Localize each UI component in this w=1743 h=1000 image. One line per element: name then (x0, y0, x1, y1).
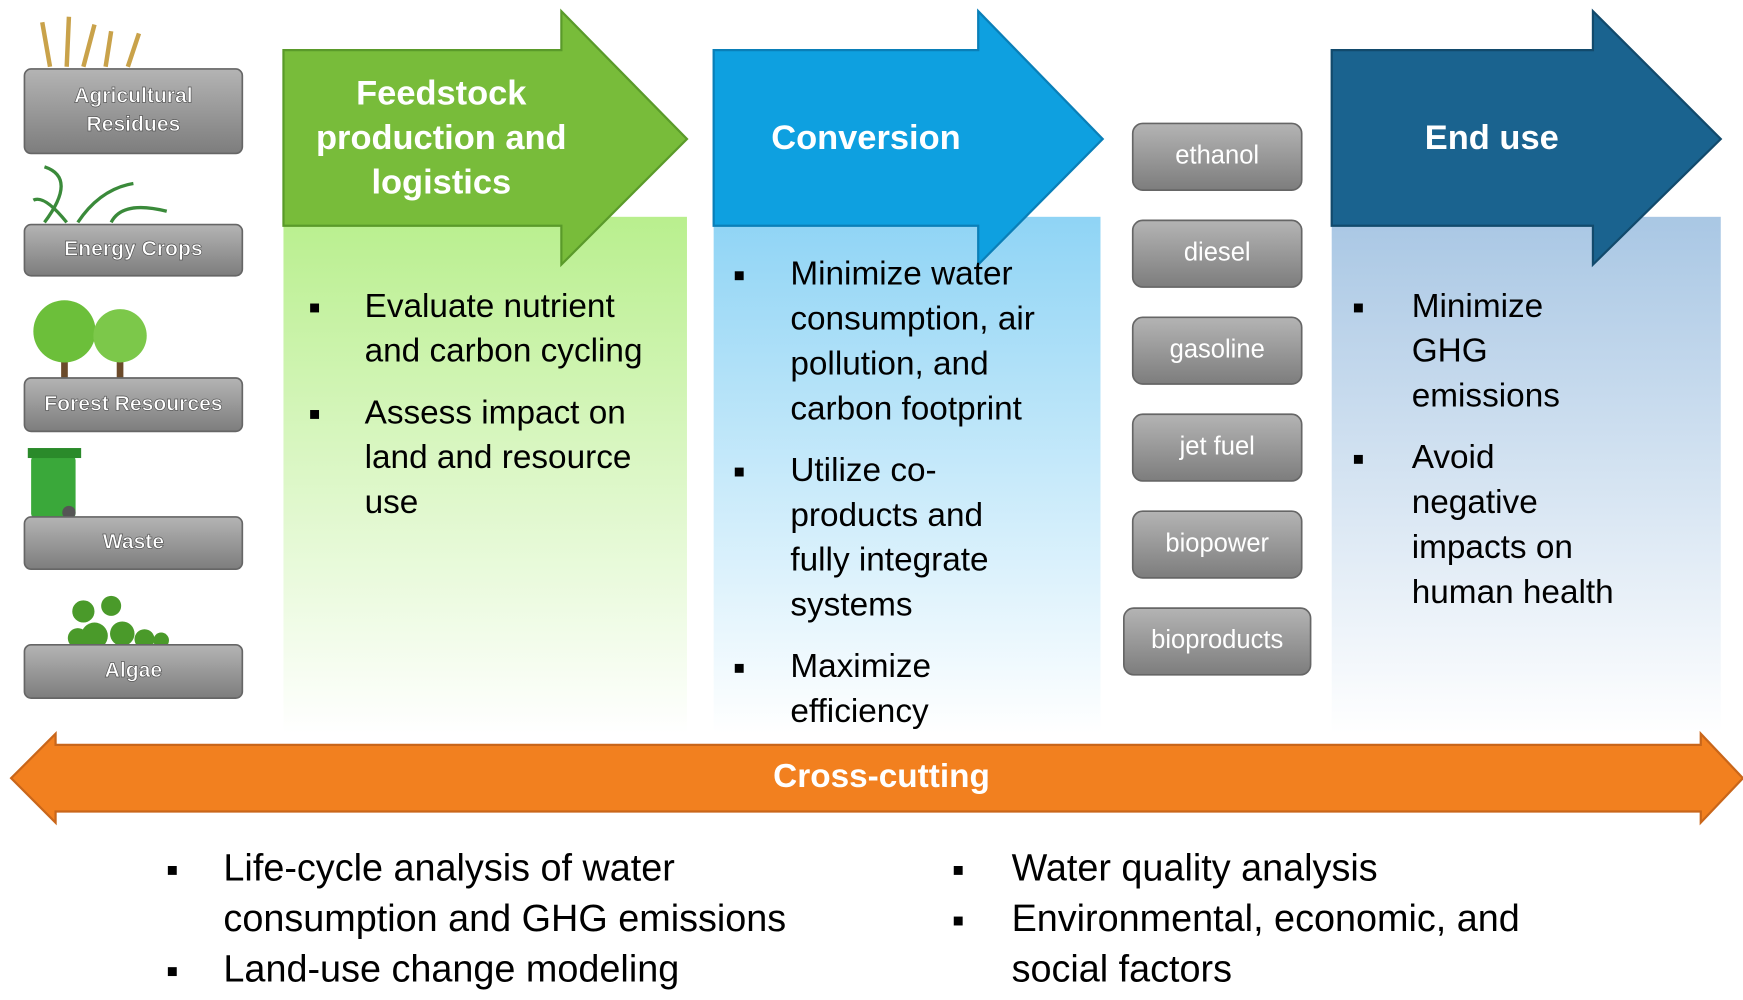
stage-bullet: Avoid (1412, 439, 1495, 476)
stage-title: logistics (371, 164, 511, 202)
bullet-marker (954, 866, 963, 875)
feedstock-label: Residues (86, 113, 180, 136)
feedstock-label: Algae (105, 659, 163, 682)
feedstock-label: Agricultural (74, 84, 192, 107)
icon-grass (33, 167, 166, 223)
crosscutting-bullet: Environmental, economic, and (1012, 898, 1520, 940)
crosscutting-bullet: Life-cycle analysis of water (223, 847, 674, 889)
stage-bullet: and carbon cycling (365, 333, 643, 370)
page: Agricultural Residues Energy Crops Forest R… (0, 0, 1743, 995)
crosscutting-title: Cross-cutting (773, 758, 990, 795)
stage-title: Conversion (771, 119, 960, 157)
bullet-marker (168, 866, 177, 875)
bullet-marker (310, 304, 319, 313)
stage-bullet: emissions (1412, 378, 1560, 415)
feedstock-label: Energy Crops (64, 238, 202, 261)
product-label: diesel (1184, 238, 1251, 266)
bullet-marker (168, 967, 177, 976)
bullet-marker (735, 271, 744, 280)
stage-bullet: GHG (1412, 333, 1488, 370)
icon-trees (33, 300, 146, 378)
stage-bullet: Minimize (1412, 288, 1543, 325)
bullet-marker (1354, 304, 1363, 313)
bullet-marker (310, 410, 319, 419)
stage-bullet: human health (1412, 574, 1614, 611)
stage-bullet: use (365, 484, 419, 521)
icon-bin (28, 448, 81, 519)
stage-bullet: land and resource (365, 439, 632, 476)
bullet-marker (1354, 455, 1363, 464)
stage-bullet: efficiency (790, 693, 929, 730)
feedstock-box (24, 69, 242, 153)
bullet-marker (735, 664, 744, 673)
stage-bullet: negative (1412, 484, 1538, 521)
bullet-marker (735, 468, 744, 477)
icon-residues (42, 17, 139, 67)
stage-bullet: products and (790, 497, 983, 534)
stage-title: Feedstock (356, 75, 527, 113)
product-label: biopower (1165, 529, 1269, 557)
stage-bullet: Utilize co- (790, 452, 936, 489)
stage-bullet: Evaluate nutrient (365, 288, 616, 325)
stage-bullet: Maximize (790, 648, 931, 685)
crosscutting-bullet: consumption and GHG emissions (223, 898, 786, 940)
stage-bullet: fully integrate (790, 542, 988, 579)
crosscutting-bullet: Water quality analysis (1012, 847, 1378, 889)
stage-bullet: consumption, air (790, 300, 1035, 337)
diagram: Agricultural Residues Energy Crops Forest R… (0, 0, 1743, 995)
feedstock-label: Forest Resources (44, 392, 222, 415)
product-label: gasoline (1170, 335, 1265, 363)
bullet-marker (954, 917, 963, 926)
stage-bullet: carbon footprint (790, 390, 1022, 427)
stage-bullet: pollution, and (790, 345, 988, 382)
stage-bullet: impacts on (1412, 529, 1573, 566)
stage-bullet: Minimize water (790, 256, 1012, 293)
product-label: bioproducts (1151, 626, 1283, 654)
product-label: jet fuel (1179, 432, 1255, 460)
stage-bullet: Assess impact on (365, 394, 626, 431)
product-label: ethanol (1175, 142, 1259, 170)
stage-bullet: systems (790, 587, 912, 624)
stage-title: production and (316, 119, 567, 157)
crosscutting-bullet: Land-use change modeling (223, 949, 679, 991)
feedstock-label: Waste (103, 531, 165, 554)
icon-algae (68, 596, 169, 649)
crosscutting-bullet: social factors (1012, 949, 1232, 991)
stage-title: End use (1425, 119, 1559, 157)
